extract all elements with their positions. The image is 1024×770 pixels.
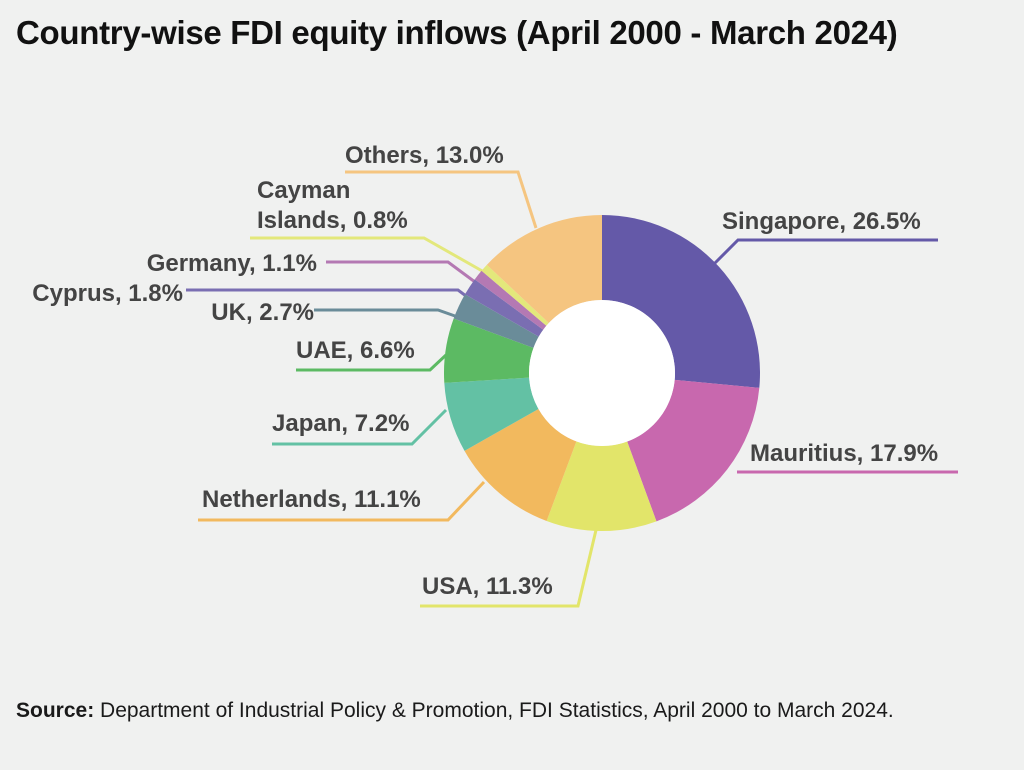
slice-mauritius [627, 379, 760, 522]
slice-label-uae: UAE, 6.6% [296, 337, 415, 364]
slice-label-cayman-islands: Cayman Islands, 0.8% [257, 177, 408, 234]
leader-line-cayman-islands [250, 236, 485, 274]
slice-label-germany: Germany, 1.1% [147, 250, 317, 277]
slice-label-mauritius: Mauritius, 17.9% [750, 440, 938, 467]
slice-japan [444, 377, 539, 451]
slice-label-others: Others, 13.0% [345, 142, 504, 169]
slice-cyprus [465, 279, 544, 337]
source-note: Source: Department of Industrial Policy … [16, 699, 894, 723]
leader-line-japan [272, 408, 448, 446]
slice-germany [474, 270, 547, 330]
leader-line-uae [296, 353, 448, 372]
leader-line-cyprus [186, 288, 467, 298]
source-label: Source: [16, 699, 95, 722]
slice-label-uk: UK, 2.7% [211, 299, 314, 326]
chart-title: Country-wise FDI equity inflows (April 2… [16, 14, 898, 51]
leader-line-usa [420, 529, 598, 608]
slice-uae [444, 318, 534, 383]
slice-label-japan: Japan, 7.2% [272, 410, 409, 437]
slice-label-cyprus: Cyprus, 1.8% [32, 280, 183, 307]
slice-singapore [602, 215, 760, 388]
slice-cayman-islands [481, 264, 549, 326]
leader-line-others [345, 170, 538, 229]
donut-chart: Singapore, 26.5% Mauritius, 17.9% USA, 11.… [32, 142, 958, 608]
leader-line-netherlands [198, 480, 486, 522]
slice-others [486, 215, 602, 324]
slice-usa [546, 441, 657, 531]
slice-netherlands [464, 408, 577, 521]
leader-line-uk [314, 308, 456, 318]
slice-uk [453, 294, 539, 348]
leader-line-germany [326, 260, 476, 284]
donut-hole [529, 300, 675, 446]
leader-line-singapore [713, 238, 938, 265]
slice-label-netherlands: Netherlands, 11.1% [202, 486, 421, 513]
slice-label-usa: USA, 11.3% [422, 573, 553, 600]
source-text: Department of Industrial Policy & Promot… [100, 699, 894, 722]
slice-label-singapore: Singapore, 26.5% [722, 208, 921, 235]
